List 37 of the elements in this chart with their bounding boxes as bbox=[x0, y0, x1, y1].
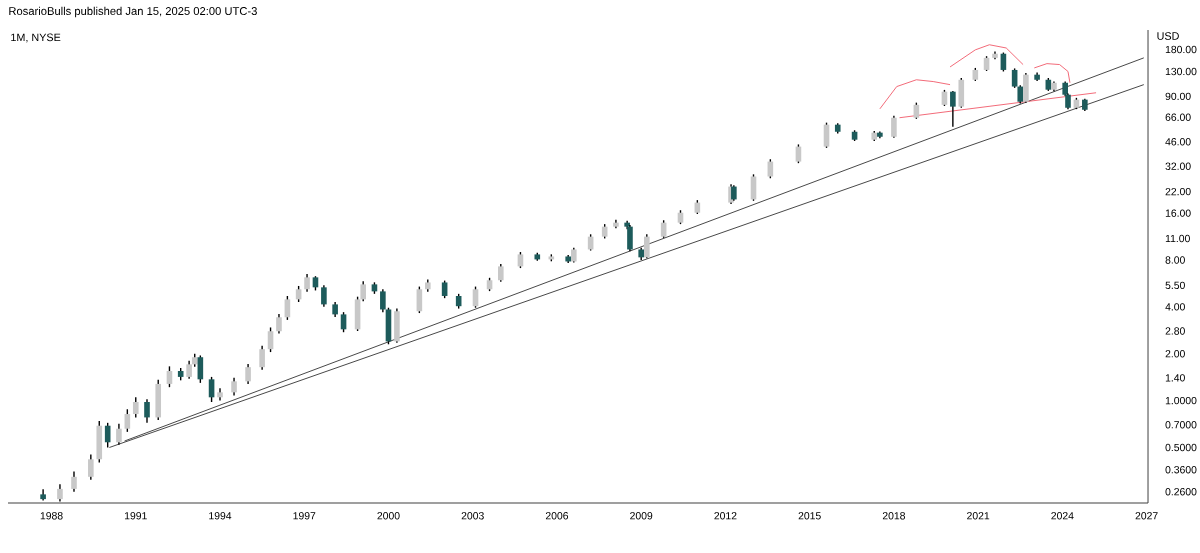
y-tick-label: 1.0000 bbox=[1165, 396, 1197, 405]
x-tick-label: 2018 bbox=[882, 512, 906, 520]
x-tick-label: 1991 bbox=[124, 512, 147, 520]
x-tick-label: 2024 bbox=[1051, 512, 1074, 520]
y-axis-title: USD bbox=[1157, 32, 1179, 40]
y-tick-label: 0.2600 bbox=[1165, 488, 1197, 496]
chart-subtitle: 1M, NYSE bbox=[11, 33, 61, 43]
y-tick-label: 0.3600 bbox=[1165, 466, 1197, 474]
y-tick-label: 4.00 bbox=[1165, 303, 1185, 311]
x-tick-label: 1997 bbox=[293, 512, 316, 520]
y-tick-label: 0.7000 bbox=[1165, 421, 1197, 429]
y-tick-label: 22.00 bbox=[1165, 187, 1191, 196]
x-tick-label: 2015 bbox=[798, 512, 821, 520]
x-tick-label: 2027 bbox=[1135, 512, 1158, 520]
x-tick-label: 2006 bbox=[545, 512, 569, 520]
x-tick-label: 1994 bbox=[209, 512, 232, 520]
y-tick-label: 46.00 bbox=[1165, 138, 1191, 146]
y-tick-label: 66.00 bbox=[1165, 113, 1191, 121]
y-tick-label: 8.00 bbox=[1165, 256, 1185, 264]
y-tick-label: 0.5000 bbox=[1165, 443, 1197, 452]
y-tick-label: 11.00 bbox=[1165, 234, 1190, 243]
y-tick-label: 2.80 bbox=[1165, 327, 1185, 335]
x-tick-label: 2021 bbox=[967, 512, 990, 520]
chart-title: RosarioBulls published Jan 15, 2025 02:00 UTC-3 bbox=[9, 6, 257, 18]
x-tick-label: 2003 bbox=[461, 512, 484, 520]
y-tick-label: 5.50 bbox=[1165, 281, 1185, 290]
y-tick-label: 2.00 bbox=[1165, 350, 1185, 358]
x-tick-label: 2009 bbox=[630, 512, 653, 520]
x-tick-label: 2000 bbox=[377, 512, 400, 520]
y-tick-label: 130.00 bbox=[1165, 67, 1197, 76]
y-tick-label: 1.40 bbox=[1165, 374, 1185, 382]
x-tick-label: 1988 bbox=[40, 512, 63, 520]
y-tick-label: 180.00 bbox=[1165, 45, 1197, 54]
y-tick-label: 16.00 bbox=[1165, 209, 1191, 217]
x-tick-label: 2012 bbox=[714, 512, 737, 520]
y-tick-label: 90.00 bbox=[1165, 92, 1191, 101]
y-tick-label: 32.00 bbox=[1165, 162, 1191, 170]
